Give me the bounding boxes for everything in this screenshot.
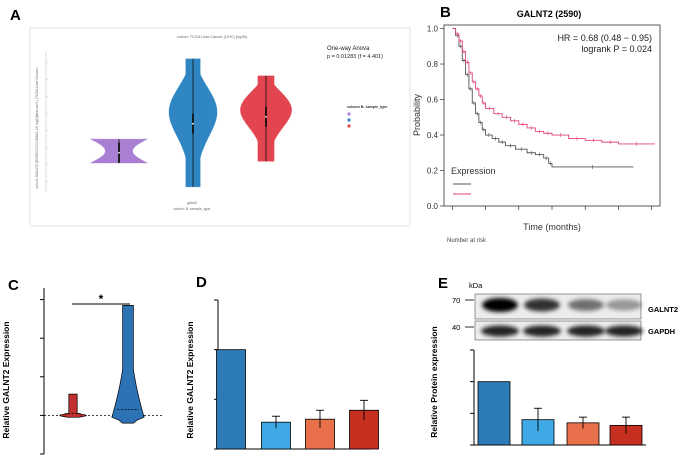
blot-bands — [481, 298, 643, 337]
panel-b-legend — [453, 183, 471, 195]
hazard-ratio: HR = 0.68 (0.48 − 0.95) — [557, 33, 652, 43]
panel-b-y-tick-label: 0.4 — [427, 131, 439, 140]
panel-b-y-tick-label: 0.2 — [427, 167, 439, 176]
blot-unit: kDa — [469, 281, 483, 290]
anova-title: One-way Anova — [327, 46, 370, 52]
panel-a-violins — [90, 58, 292, 188]
panel-b-ylabel: Probability — [412, 93, 422, 136]
panel-d-bars — [214, 299, 379, 450]
blot-band-gapdh — [481, 325, 519, 337]
panel-c-ylabel: Relative GALNT2 Expression — [1, 321, 11, 438]
panel-e-bars — [470, 349, 646, 446]
panel-d-ylabel: Relative GALNT2 Expression — [185, 321, 195, 438]
panel-a-y-axis — [45, 52, 48, 192]
panel-label-c: C — [8, 277, 19, 294]
panel-a-ylabel: cohort: GALNT2 (ENSG00000143641.12) log2… — [35, 67, 39, 188]
panel-b-legend-title: Expression — [451, 166, 496, 176]
panel-b-y-tick-label: 0.8 — [427, 60, 439, 69]
blot-marker-40: 40 — [452, 323, 460, 332]
panel-b-y-tick-label: 1.0 — [427, 25, 439, 34]
blot-label-galnt2: GALNT2 — [648, 305, 678, 314]
blot-band-galnt2 — [568, 299, 604, 311]
blot-label-gapdh: GAPDH — [648, 327, 675, 336]
panel-label-b: B — [440, 4, 451, 21]
blot-band-gapdh — [605, 325, 643, 337]
panel-b-xlabel: Time (months) — [523, 222, 581, 232]
bar-l02 — [477, 381, 511, 446]
panel-a-title: cohort: TCGA Liver Cancer (LIHC) (hg38) — [177, 35, 248, 39]
blot-marker-70: 70 — [452, 296, 460, 305]
panel-c-violins — [59, 305, 145, 424]
violin-median-dot — [118, 151, 120, 154]
panel-c-axes — [40, 288, 162, 455]
panel-d-bar-chart: Relative GALNT2 Expression — [185, 299, 379, 450]
bar-huh7 — [261, 421, 291, 450]
violin-median-dot — [192, 122, 194, 125]
logrank-p: logrank P = 0.024 — [581, 44, 652, 54]
panel-label-a: A — [10, 7, 21, 24]
panel-b-axes: 0.0 0.2 0.4 0.6 0.8 1.0 — [427, 25, 653, 211]
panel-a-xlabel-top: galnt2 — [187, 201, 197, 205]
violin-tumor — [59, 393, 87, 418]
panel-a-xlabel: cohort: B: sample_type — [174, 207, 211, 211]
blot-band-galnt2 — [482, 298, 518, 312]
panel-label-d: D — [196, 274, 207, 291]
panel-a-legend — [347, 112, 351, 128]
panel-b-y-tick-label: 0.6 — [427, 96, 439, 105]
blot-band-gapdh — [523, 325, 561, 337]
bar-l02 — [216, 349, 246, 450]
panel-b-survival-chart: GALNT2 (2590) 0.0 0.2 0.4 0.6 0.8 1.0 HR = 0.… — [412, 9, 661, 244]
panel-b-title: GALNT2 (2590) — [517, 9, 582, 19]
legend-swatch — [347, 124, 351, 128]
violin-median-dot — [265, 115, 267, 118]
panel-b-curves — [452, 28, 656, 169]
panel-a-frame — [29, 27, 411, 227]
blot-band-galnt2 — [606, 299, 642, 311]
legend-swatch — [347, 118, 351, 122]
panel-a-legend-title: column B: sample_type — [347, 105, 387, 109]
panel-e-western-blot-and-bars: kDa 70 40 GALNT2 GAPDH Relative Protein … — [429, 281, 678, 446]
blot-band-galnt2 — [524, 298, 560, 312]
anova-result: p = 0.01283 (f = 4.401) — [327, 54, 383, 60]
legend-swatch — [347, 112, 351, 116]
blot-band-gapdh — [567, 325, 605, 337]
risk-table-title: Number at risk — [447, 238, 487, 244]
violin-non-tumor — [111, 305, 145, 424]
panel-c-significance: * — [99, 292, 104, 306]
panel-label-e: E — [438, 275, 448, 292]
panel-b-y-tick-label: 0.0 — [427, 202, 439, 211]
panel-e-ylabel: Relative Protein expression — [429, 326, 439, 438]
panel-c-violin-chart: Relative GALNT2 Expression * — [1, 288, 162, 455]
panel-a-violin-chart: cohort: TCGA Liver Cancer (LIHC) (hg38) … — [29, 27, 411, 227]
